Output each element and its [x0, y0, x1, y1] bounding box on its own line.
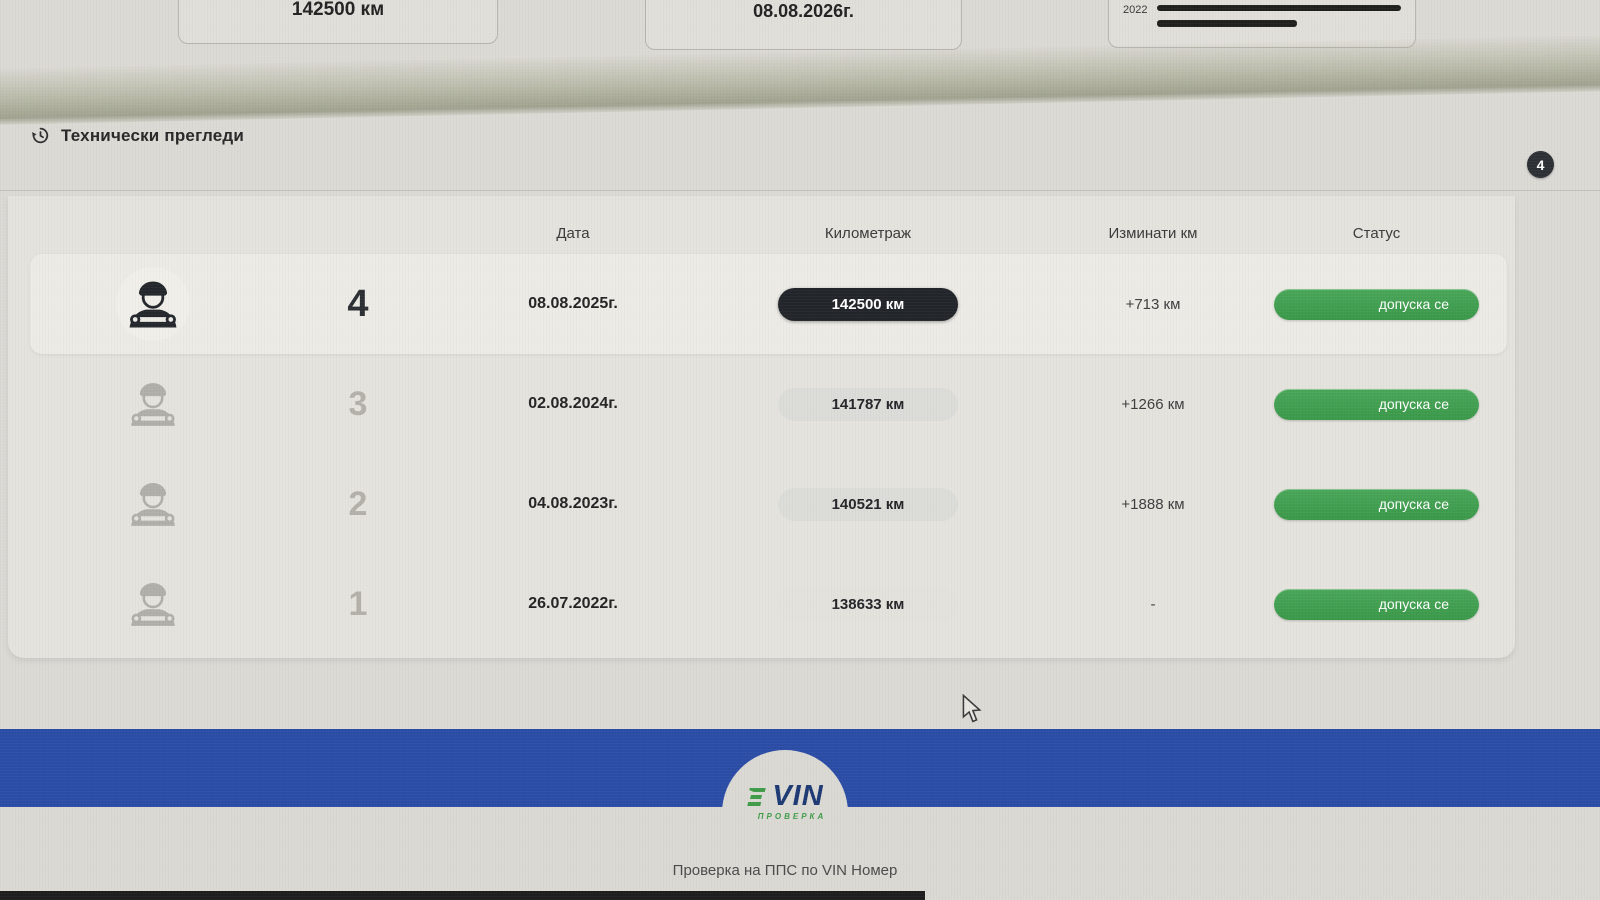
avatar-circle: [116, 567, 190, 641]
section-title: Технически прегледи: [61, 125, 245, 145]
traveled-km: -: [1150, 595, 1156, 613]
divider: [0, 190, 1600, 191]
inspection-date: 26.07.2022г.: [528, 595, 618, 612]
summary-card-mileage-chart: 2022: [1108, 0, 1416, 48]
inspections-table: Дата Километраж Изминати км Статус 4 08.…: [8, 196, 1515, 658]
inspection-date: 04.08.2023г.: [528, 495, 618, 512]
inspection-count-badge: 4: [1527, 151, 1554, 178]
inspection-number: 2: [348, 484, 368, 523]
column-header-traveled: Изминати км: [1108, 224, 1198, 242]
mileage-badge: 140521 км: [778, 487, 958, 521]
footer-tagline: Проверка на ППС по VIN Номер: [672, 862, 898, 879]
mileage-badge: 138633 км: [778, 587, 958, 621]
screen-edge-strip: [0, 891, 925, 900]
inspection-row[interactable]: 4 08.08.2025г. 142500 км +713 км допуска…: [30, 254, 1507, 354]
table-header-row: Дата Километраж Изминати км Статус: [8, 196, 1515, 254]
summary-mileage-value: 142500 км: [291, 0, 385, 20]
logo-subtext: ПРОВЕРКА: [757, 812, 827, 821]
summary-next-inspection-date: 08.08.2026г.: [753, 1, 854, 21]
inspection-date: 08.08.2025г.: [528, 295, 618, 312]
mechanic-avatar-icon: [125, 376, 181, 432]
inspection-row[interactable]: 1 26.07.2022г. 138633 км - допуска се: [8, 554, 1515, 654]
inspection-number: 4: [347, 282, 369, 325]
footer-logo-dome: [722, 750, 848, 876]
mileage-badge: 141787 км: [778, 387, 958, 421]
column-header-mileage: Километраж: [824, 224, 912, 242]
traveled-km: +1266 км: [1121, 395, 1185, 413]
inspection-row[interactable]: 2 04.08.2023г. 140521 км +1888 км допуск…: [8, 454, 1515, 554]
mileage-bar: [1157, 5, 1401, 11]
evin-logo[interactable]: VIN ПРОВЕРКА: [722, 782, 848, 821]
mechanic-avatar-icon: [123, 274, 183, 334]
avatar-circle: [116, 367, 190, 441]
status-badge: допуска се: [1274, 388, 1479, 420]
column-header-status: Статус: [1352, 224, 1401, 242]
summary-card-mileage: 142500 км: [178, 0, 498, 44]
status-badge: допуска се: [1274, 488, 1479, 520]
mileage-badge: 142500 км: [778, 287, 958, 321]
logo-text: VIN: [772, 780, 824, 812]
mechanic-avatar-icon: [125, 476, 181, 532]
section-header-technical-inspections[interactable]: Технически прегледи: [30, 125, 244, 146]
history-clock-icon: [32, 127, 49, 144]
traveled-km: +1888 км: [1121, 495, 1185, 513]
mileage-bar: [1157, 20, 1297, 27]
summary-card-next-inspection: 08.08.2026г.: [645, 0, 962, 50]
avatar-circle: [116, 267, 190, 341]
avatar-circle: [116, 467, 190, 541]
chart-year-label: 2022: [1123, 4, 1148, 16]
status-badge: допуска се: [1274, 288, 1479, 320]
inspection-date: 02.08.2024г.: [528, 395, 618, 412]
evin-logo-arrow-icon: [747, 787, 767, 806]
column-header-date: Дата: [556, 224, 590, 242]
inspection-row[interactable]: 3 02.08.2024г. 141787 км +1266 км допуск…: [8, 354, 1515, 454]
inspection-number: 3: [348, 384, 368, 423]
traveled-km: +713 км: [1125, 295, 1181, 313]
mouse-cursor-icon: [962, 694, 982, 723]
inspection-number: 1: [348, 584, 368, 623]
status-badge: допуска се: [1274, 588, 1479, 620]
mechanic-avatar-icon: [125, 576, 181, 632]
